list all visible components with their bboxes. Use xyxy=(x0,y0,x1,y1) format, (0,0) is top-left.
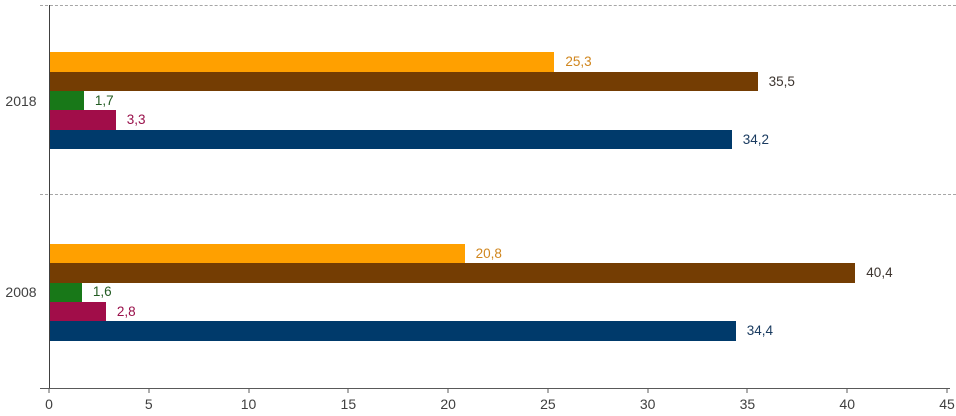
bar-navy-2018 xyxy=(50,129,732,150)
bar-value-label-brown-2018: 35,5 xyxy=(768,73,795,89)
bar-value-label-orange-2018: 25,3 xyxy=(565,54,592,70)
x-tick-10 xyxy=(248,389,250,393)
bar-maroon-2008 xyxy=(50,301,106,322)
y-axis-line xyxy=(49,5,50,389)
bar-row-green-2018: 1,7 xyxy=(50,91,947,111)
category-group-2018: 25,3 35,5 1,7 3,3 34,2 xyxy=(50,5,947,197)
x-tick-label-40: 40 xyxy=(839,396,856,412)
x-tick-label-30: 30 xyxy=(639,396,656,412)
bar-orange-2008 xyxy=(50,243,465,264)
bar-row-navy-2018: 34,2 xyxy=(50,129,947,150)
bar-value-label-orange-2008: 20,8 xyxy=(475,245,502,261)
bar-row-maroon-2008: 2,8 xyxy=(50,301,947,322)
bar-orange-2018 xyxy=(50,52,555,72)
bar-brown-2008 xyxy=(50,263,856,283)
bar-row-orange-2008: 20,8 xyxy=(50,243,947,264)
x-tick-35 xyxy=(746,389,748,393)
category-label-2008: 2008 xyxy=(5,284,37,301)
gridline-middle xyxy=(40,194,956,195)
bar-navy-2008 xyxy=(50,321,736,341)
x-tick-15 xyxy=(347,389,349,393)
bar-value-label-green-2008: 1,6 xyxy=(92,284,112,300)
bar-green-2008 xyxy=(50,282,82,302)
bar-row-navy-2008: 34,4 xyxy=(50,321,947,341)
bar-value-label-navy-2018: 34,2 xyxy=(742,131,769,147)
plot-area: 25,3 35,5 1,7 3,3 34,2 20,8 40,4 1,6 2,8 34,4 xyxy=(50,5,947,388)
bar-row-brown-2018: 35,5 xyxy=(50,71,947,92)
bar-value-label-brown-2008: 40,4 xyxy=(866,265,893,281)
x-tick-30 xyxy=(647,389,649,393)
bar-row-brown-2008: 40,4 xyxy=(50,263,947,283)
x-tick-45 xyxy=(946,389,948,393)
x-tick-25 xyxy=(547,389,549,393)
category-label-2018: 2018 xyxy=(5,92,37,109)
bar-value-label-maroon-2008: 2,8 xyxy=(116,303,136,319)
x-tick-label-25: 25 xyxy=(540,396,556,412)
bar-value-label-maroon-2018: 3,3 xyxy=(126,112,146,128)
x-tick-20 xyxy=(447,389,449,393)
bar-row-maroon-2018: 3,3 xyxy=(50,110,947,130)
category-group-2008: 20,8 40,4 1,6 2,8 34,4 xyxy=(50,197,947,389)
bar-value-label-navy-2008: 34,4 xyxy=(746,323,773,339)
x-tick-label-0: 0 xyxy=(45,396,53,412)
x-tick-label-20: 20 xyxy=(440,396,456,412)
x-tick-label-5: 5 xyxy=(144,396,153,412)
x-tick-40 xyxy=(846,389,848,393)
bar-row-green-2008: 1,6 xyxy=(50,282,947,302)
bar-maroon-2018 xyxy=(50,110,116,130)
bar-green-2018 xyxy=(50,91,84,111)
bar-value-label-green-2018: 1,7 xyxy=(94,92,114,108)
x-tick-0 xyxy=(48,389,50,393)
x-tick-label-35: 35 xyxy=(739,396,756,412)
x-tick-label-15: 15 xyxy=(340,396,357,412)
bar-row-orange-2018: 25,3 xyxy=(50,52,947,72)
x-tick-5 xyxy=(148,389,150,393)
x-tick-label-10: 10 xyxy=(240,396,257,412)
x-axis-line xyxy=(40,388,950,389)
gridline-top xyxy=(40,5,956,6)
x-tick-label-45: 45 xyxy=(939,396,955,412)
bar-brown-2018 xyxy=(50,71,758,92)
